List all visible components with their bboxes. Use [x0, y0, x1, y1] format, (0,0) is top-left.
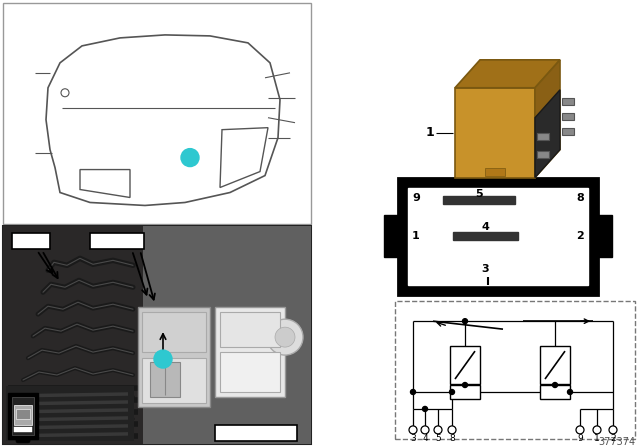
Circle shape: [463, 319, 467, 323]
Text: 2: 2: [610, 435, 616, 444]
Bar: [443, 197, 515, 204]
Text: 9: 9: [577, 435, 583, 444]
Bar: [537, 133, 549, 140]
Bar: [395, 301, 635, 439]
Circle shape: [410, 389, 415, 395]
Text: K11: K11: [19, 235, 44, 248]
Polygon shape: [535, 60, 560, 177]
Bar: [12, 233, 50, 250]
FancyBboxPatch shape: [16, 431, 30, 443]
Bar: [450, 346, 480, 384]
Bar: [220, 312, 280, 347]
Circle shape: [448, 426, 456, 434]
Circle shape: [449, 389, 454, 395]
Bar: [408, 188, 588, 285]
Text: 1: 1: [187, 153, 193, 163]
Circle shape: [181, 149, 199, 167]
Text: 5: 5: [435, 435, 441, 444]
Bar: [450, 385, 480, 399]
Bar: [90, 233, 144, 250]
Text: 1: 1: [426, 126, 435, 139]
Circle shape: [609, 426, 617, 434]
Bar: [453, 233, 518, 241]
Text: 1: 1: [159, 354, 166, 364]
Polygon shape: [455, 60, 560, 88]
Circle shape: [552, 383, 557, 388]
Circle shape: [593, 426, 601, 434]
Polygon shape: [535, 90, 560, 177]
Bar: [8, 393, 38, 439]
Circle shape: [275, 327, 295, 347]
Bar: [215, 307, 285, 397]
Bar: [540, 385, 570, 399]
Bar: [6, 386, 134, 441]
Circle shape: [422, 406, 428, 411]
Bar: [485, 168, 505, 176]
Circle shape: [421, 426, 429, 434]
Polygon shape: [455, 88, 535, 177]
Bar: [215, 425, 297, 441]
Bar: [220, 352, 280, 392]
Text: 377374: 377374: [598, 437, 635, 447]
Circle shape: [576, 426, 584, 434]
Bar: [384, 215, 398, 257]
Bar: [598, 215, 612, 257]
Text: X1242: X1242: [96, 235, 138, 248]
Bar: [14, 405, 32, 425]
Text: 3: 3: [481, 264, 489, 274]
Bar: [16, 409, 30, 419]
Bar: [562, 128, 574, 135]
Bar: [562, 113, 574, 120]
Circle shape: [434, 426, 442, 434]
Circle shape: [463, 383, 467, 388]
Bar: [143, 226, 311, 444]
Text: 2: 2: [576, 231, 584, 241]
Bar: [14, 427, 32, 432]
Text: 1: 1: [412, 231, 420, 241]
Circle shape: [267, 319, 303, 355]
Bar: [138, 307, 210, 407]
Bar: [3, 226, 311, 444]
Bar: [3, 3, 311, 224]
Text: 8: 8: [576, 194, 584, 203]
Text: 5: 5: [475, 189, 483, 198]
Circle shape: [154, 350, 172, 368]
Bar: [150, 362, 180, 397]
Text: 9: 9: [412, 194, 420, 203]
Bar: [142, 312, 206, 352]
Bar: [142, 358, 206, 403]
Text: 8: 8: [449, 435, 455, 444]
Polygon shape: [46, 35, 280, 206]
Text: 4: 4: [481, 222, 489, 233]
Bar: [537, 151, 549, 158]
Polygon shape: [220, 128, 268, 188]
Text: 3: 3: [410, 435, 416, 444]
Bar: [12, 397, 34, 435]
Bar: [398, 177, 598, 295]
Bar: [540, 346, 570, 384]
Text: 120293: 120293: [233, 428, 279, 438]
Text: 1: 1: [594, 435, 600, 444]
Bar: [562, 98, 574, 105]
Polygon shape: [80, 169, 130, 198]
Circle shape: [568, 389, 573, 395]
Text: 4: 4: [422, 435, 428, 444]
Circle shape: [409, 426, 417, 434]
Bar: [3, 226, 143, 444]
